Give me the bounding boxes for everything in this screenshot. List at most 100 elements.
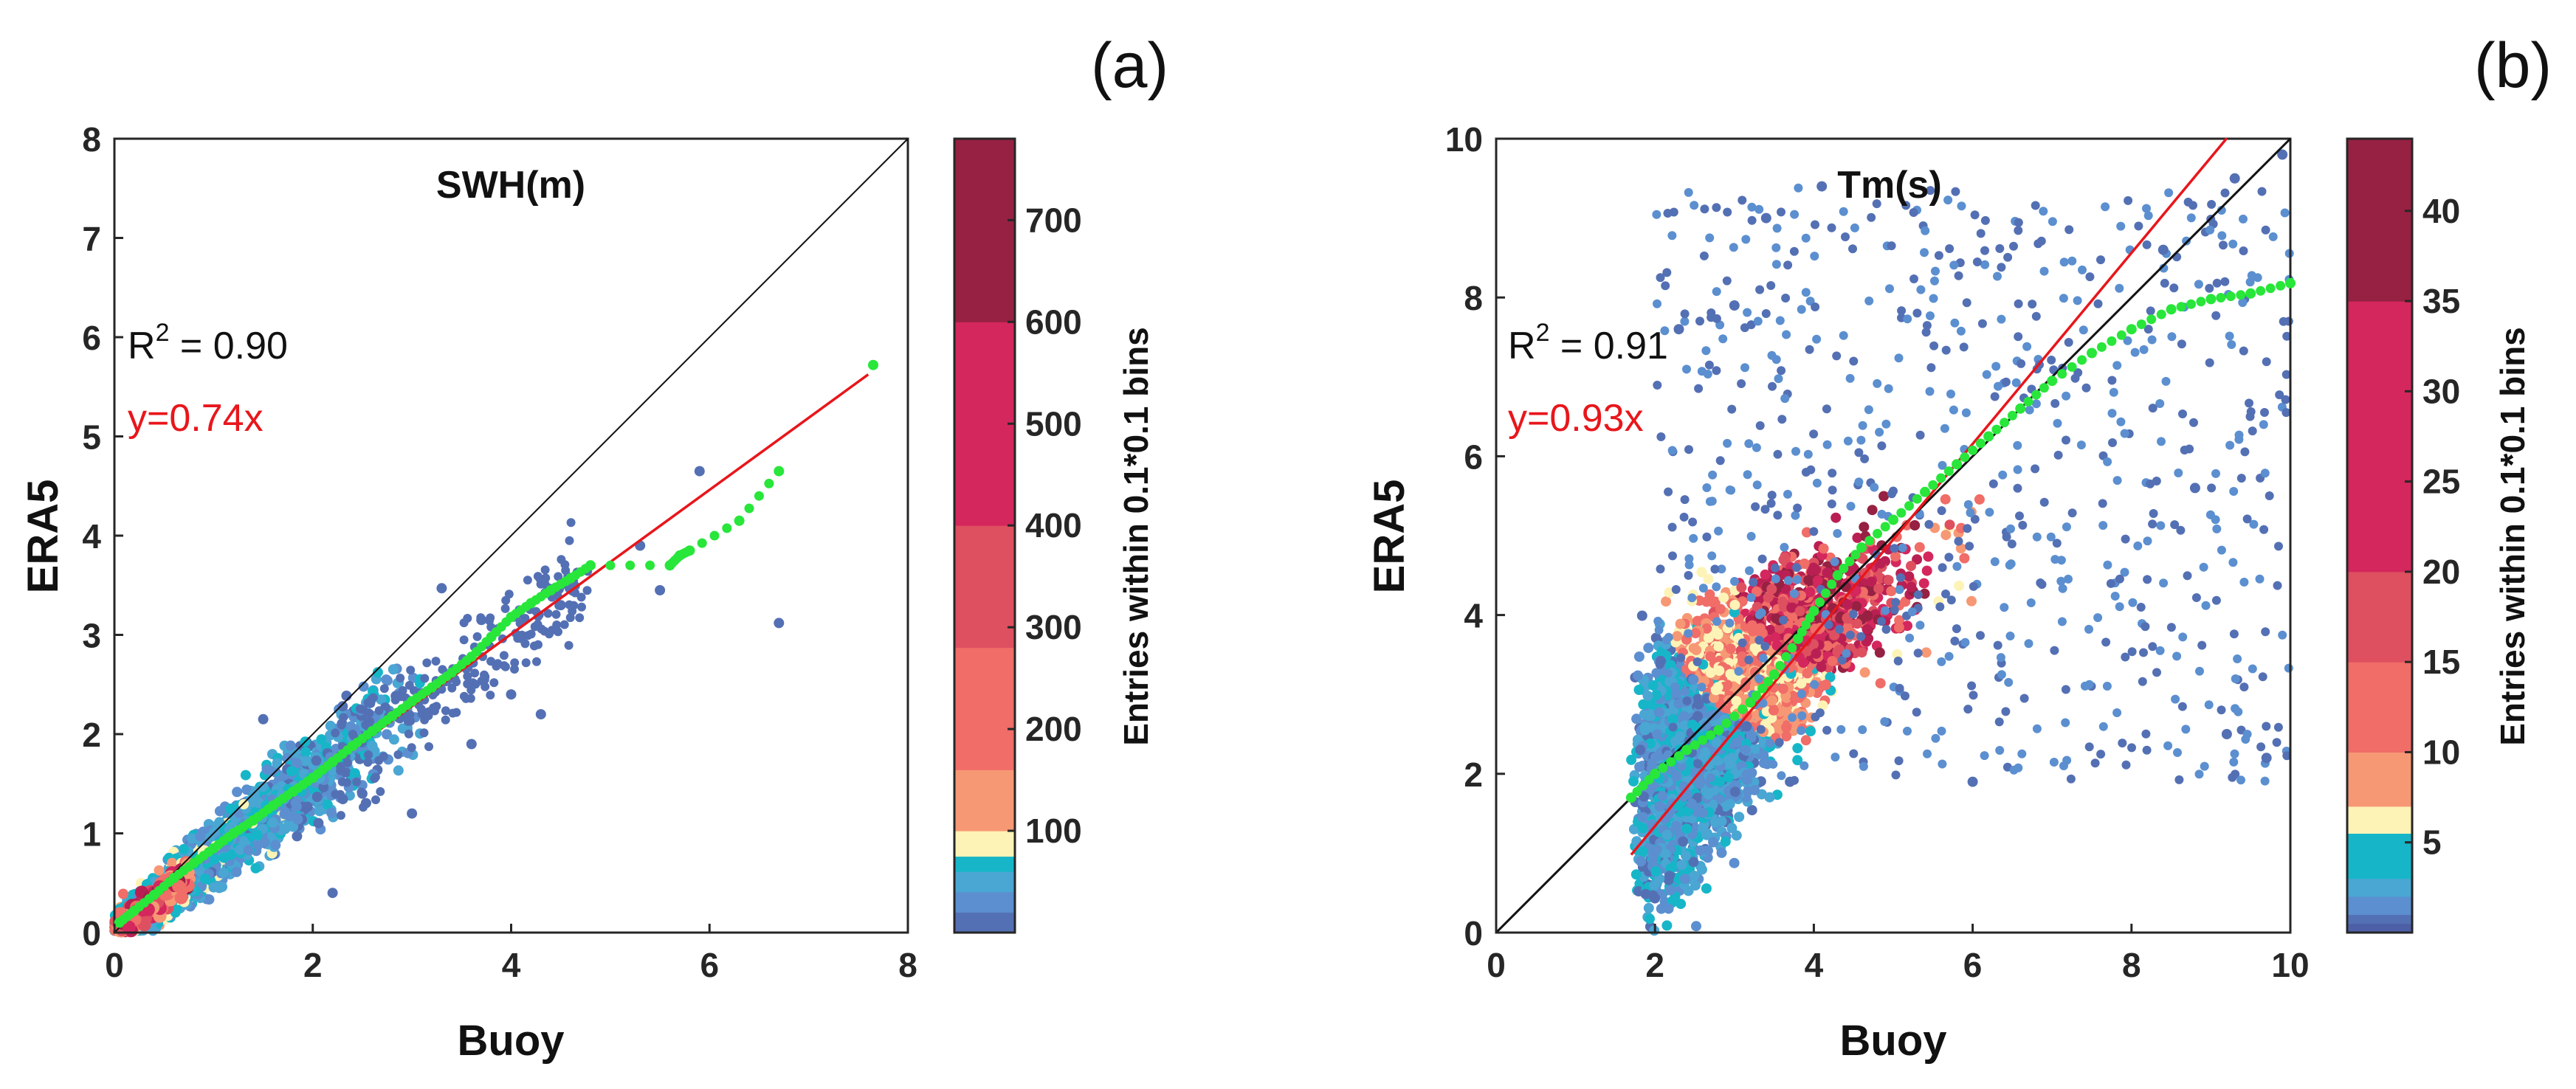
colorbar-tick-label: 400 [1025,506,1082,544]
density-point [286,766,297,777]
density-point [280,807,291,817]
x-axis-label-a: Buoy [458,1017,565,1065]
density-point [506,689,517,700]
quantile-point [709,530,720,541]
density-point [327,888,338,899]
density-point [376,694,387,705]
density-point [481,672,490,682]
density-point [217,882,227,892]
density-point [404,680,414,690]
panel-label-a: (a) [1091,30,1168,101]
density-point [393,750,403,759]
x-tick-label: 4 [502,946,521,984]
density-point [501,595,511,605]
density-point [431,657,441,666]
density-point [258,781,269,792]
density-point [259,837,270,848]
density-point [364,750,373,760]
quantile-point [684,545,695,556]
density-point [466,739,477,750]
density-point [331,728,340,738]
density-point [424,742,433,751]
quantile-point [697,538,707,548]
density-point [1974,494,1985,505]
density-point [292,831,303,842]
density-point [379,684,389,694]
colorbar-tick-label: 600 [1025,302,1082,341]
density-point [535,709,546,720]
density-point [292,758,303,769]
colorbar-segment [954,647,1015,730]
density-point [249,788,260,799]
colorbar-segment [954,912,1015,933]
density-point [322,799,333,810]
density-point [422,658,432,668]
r-squared-value: = 0.90 [169,325,287,367]
density-point [337,701,348,712]
density-point [452,677,461,687]
density-point [1859,522,1870,533]
density-point [388,664,399,675]
quantile-point [868,359,878,370]
density-point [300,756,311,767]
y-tick-label: 1 [82,815,101,854]
density-point [313,817,324,829]
density-point [342,778,351,787]
density-point [559,620,569,629]
density-point [154,865,165,876]
density-point [352,777,362,786]
colorbar-segment [954,871,1015,893]
y-tick-label: 7 [82,220,101,258]
density-point [441,715,450,725]
density-point [232,786,243,798]
density-point [1800,735,1811,746]
quantile-point [744,503,754,514]
density-point [430,706,439,716]
density-point [1966,595,1977,606]
density-point [407,743,416,753]
density-point [336,789,345,799]
density-point [355,704,365,713]
x-tick-label: 2 [303,946,323,984]
density-point [577,602,586,612]
y-tick-label: 3 [82,617,101,655]
density-bins-b [1626,149,2294,936]
density-point [326,807,337,818]
density-point [1940,494,1951,505]
r-squared-symbol: R [128,325,156,367]
density-point [261,764,272,775]
density-point [575,613,585,623]
density-point [314,806,325,817]
density-point [461,694,471,703]
quantile-point [585,560,596,571]
density-point [569,601,579,610]
density-point [214,806,225,817]
density-point [357,788,368,799]
density-point [393,691,403,700]
density-point [366,699,376,708]
quantile-point [722,523,732,533]
density-point [1701,883,1712,894]
density-point [374,756,384,765]
density-point [521,658,531,668]
density-point [540,626,549,636]
quantile-point [734,515,745,526]
colorbar-tick-label: 500 [1025,404,1082,443]
density-point [540,565,550,575]
colorbar-segment [954,729,1015,770]
density-point [481,682,490,691]
colorbar-tick-label: 100 [1025,812,1082,850]
density-point [417,709,427,719]
density-point [1859,667,1870,678]
density-point [486,691,495,700]
density-point [396,674,405,682]
density-point [1633,651,1645,662]
density-point [258,713,269,725]
colorbar-label-a: Entries within 0.1*0.1 bins [1117,327,1155,746]
density-point [565,613,575,623]
colorbar-segment [954,770,1015,832]
density-point [774,618,785,629]
quantile-point [645,560,655,570]
